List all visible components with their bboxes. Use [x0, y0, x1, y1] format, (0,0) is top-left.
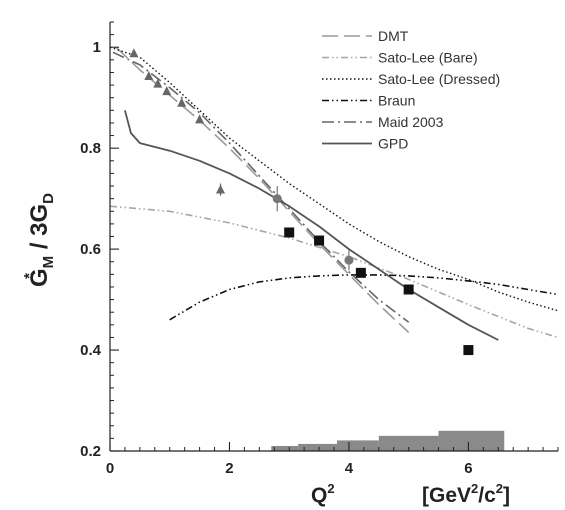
circle-point-0	[272, 194, 282, 204]
series-line-sato-lee-dressed	[109, 46, 559, 312]
square-point-1	[314, 235, 325, 246]
data-points	[129, 48, 474, 356]
legend-label-gpd: GPD	[378, 136, 408, 152]
legend-label-sato-lee-bare: Sato-Lee (Bare)	[378, 50, 478, 66]
legend-label-dmt: DMT	[378, 28, 409, 44]
triangle-point-3	[162, 86, 172, 96]
series-line-gpd	[124, 110, 499, 341]
series-line-sato-lee-bare	[109, 205, 559, 339]
series-line-braun	[169, 274, 559, 321]
y-axis-title-rest: / 3G	[26, 204, 53, 256]
series-line-maid-2003	[112, 51, 410, 323]
legend: DMT Sato-Lee (Bare) Sato-Lee (Dressed) Brau…	[322, 28, 500, 152]
x-axis-unit: [GeV2/c2]	[422, 481, 510, 507]
triangle-point-5	[195, 114, 205, 124]
x-axis-title-main: Q	[311, 484, 327, 507]
band-bar-1	[298, 443, 337, 451]
triangle-point-2	[153, 78, 163, 88]
circle-point-1	[344, 255, 354, 265]
y-axis-title-sup: *	[21, 273, 38, 279]
square-point-2	[355, 267, 366, 278]
x-tick-label: 0	[106, 460, 114, 477]
y-axis-title: GM / 3GD	[26, 193, 57, 287]
y-tick-label: 0.4	[80, 342, 102, 359]
x-axis-unit-sup2: 2	[496, 481, 503, 496]
x-axis-unit-pre: [GeV	[422, 484, 471, 507]
square-point-4	[463, 345, 474, 356]
y-tick-label: 0.2	[80, 443, 101, 460]
x-tick-label: 6	[464, 460, 472, 477]
y-axis-title-sub: M	[40, 256, 57, 269]
x-axis-title-sup: 2	[327, 481, 334, 496]
x-axis-unit-sup1: 2	[471, 481, 478, 496]
band-bar-4	[438, 430, 505, 451]
y-axis-title-sub2: D	[40, 193, 57, 204]
triangle-point-1	[144, 71, 154, 81]
series-lines	[109, 46, 559, 341]
square-point-0	[284, 227, 295, 238]
y-axis-title-main: G	[26, 268, 53, 287]
triangle-point-0	[129, 48, 139, 58]
y-tick-label: 0.8	[80, 140, 101, 157]
x-tick-label: 4	[345, 460, 354, 477]
legend-label-sato-lee-dressed: Sato-Lee (Dressed)	[378, 71, 500, 87]
triangle-point-6	[216, 184, 226, 194]
band-bar-0	[271, 445, 299, 451]
x-axis-unit-mid: /c	[478, 484, 496, 507]
x-axis-unit-post: ]	[503, 484, 510, 507]
y-tick-label: 0.6	[80, 241, 101, 258]
x-tick-label: 2	[225, 460, 233, 477]
square-point-3	[403, 284, 414, 295]
x-axis-title: Q2	[311, 481, 335, 507]
legend-label-braun: Braun	[378, 93, 415, 109]
legend-label-maid-2003: Maid 2003	[378, 114, 444, 130]
ticks: 0 2 4 6 0.2 0.4 0.6 0.8 1	[80, 21, 559, 477]
y-tick-label: 1	[93, 39, 101, 56]
triangle-point-4	[177, 97, 187, 107]
band-bar-2	[336, 440, 379, 451]
